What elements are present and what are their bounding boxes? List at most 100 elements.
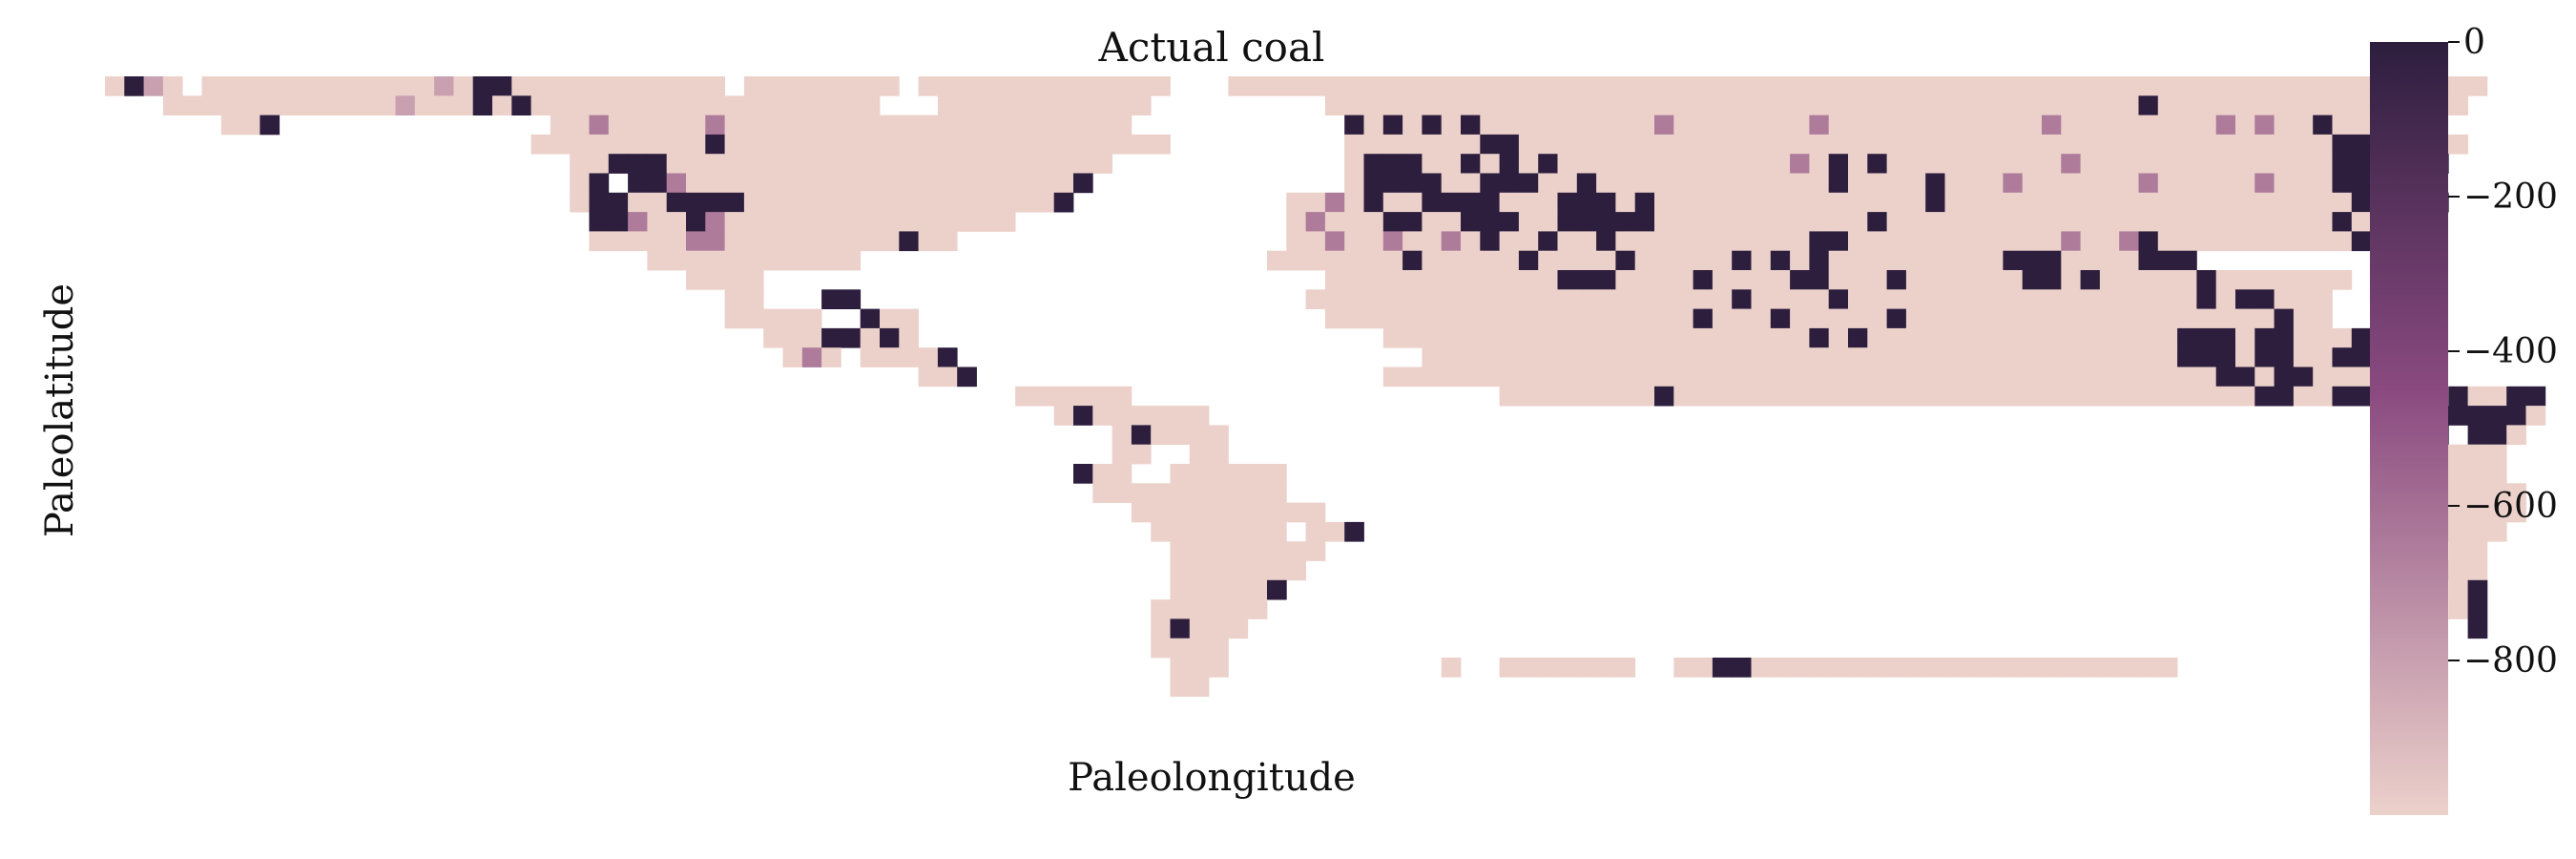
heatmap-cell xyxy=(1382,95,1403,115)
heatmap-cell xyxy=(628,154,648,174)
heatmap-cell xyxy=(1828,270,1849,290)
heatmap-cell xyxy=(1905,154,1926,174)
heatmap-cell xyxy=(647,173,668,194)
heatmap-cell xyxy=(1538,347,1558,367)
heatmap-cell xyxy=(1518,327,1539,348)
heatmap-cell xyxy=(1324,521,1345,542)
heatmap-cell xyxy=(1576,386,1597,407)
heatmap-cell xyxy=(2042,192,2062,213)
heatmap-cell xyxy=(2254,173,2275,194)
heatmap-cell xyxy=(1693,173,1714,194)
heatmap-cell xyxy=(1499,231,1520,252)
heatmap-cell xyxy=(2157,658,2178,678)
heatmap-cell xyxy=(1790,289,1810,309)
heatmap-cell xyxy=(2157,192,2178,213)
heatmap-cell xyxy=(628,115,648,136)
heatmap-cell xyxy=(937,134,958,155)
heatmap-cell xyxy=(2215,347,2236,367)
heatmap-cell xyxy=(1151,502,1171,523)
heatmap-cell xyxy=(763,327,783,348)
heatmap-cell xyxy=(2313,367,2333,388)
heatmap-cell xyxy=(1170,658,1191,678)
heatmap-cell xyxy=(2177,231,2197,252)
heatmap-cell xyxy=(1732,134,1752,155)
heatmap-cell xyxy=(705,154,725,174)
heatmap-cell xyxy=(1984,115,2004,136)
heatmap-cell xyxy=(1053,406,1074,426)
heatmap-cell xyxy=(1673,134,1693,155)
heatmap-cell xyxy=(2099,658,2120,678)
heatmap-cell xyxy=(1848,308,1868,329)
heatmap-cell xyxy=(1634,367,1655,388)
heatmap-cell xyxy=(1984,658,2004,678)
heatmap-cell xyxy=(1886,289,1907,309)
heatmap-cell xyxy=(1984,192,2004,213)
heatmap-cell xyxy=(2061,250,2081,271)
heatmap-cell xyxy=(1732,250,1752,271)
heatmap-cell xyxy=(1034,192,1055,213)
heatmap-cell xyxy=(356,95,377,115)
heatmap-cell xyxy=(841,327,862,348)
heatmap-cell xyxy=(1693,76,1714,96)
heatmap-cell xyxy=(1944,386,1965,407)
colorbar-tick-label: −800 xyxy=(2463,641,2558,681)
heatmap-cell xyxy=(1905,658,1926,678)
heatmap-cell xyxy=(1402,308,1423,329)
heatmap-cell xyxy=(2215,270,2236,290)
heatmap-cell xyxy=(1151,521,1171,542)
heatmap-cell xyxy=(666,76,687,96)
heatmap-cell xyxy=(2138,270,2159,290)
heatmap-cell xyxy=(2042,289,2062,309)
heatmap-cell xyxy=(937,231,958,252)
heatmap-cell xyxy=(666,134,687,155)
heatmap-cell xyxy=(1228,464,1249,484)
heatmap-cell xyxy=(1111,95,1132,115)
heatmap-cell xyxy=(1461,347,1481,367)
heatmap-cell xyxy=(628,212,648,232)
heatmap-cell xyxy=(1615,115,1636,136)
heatmap-cell xyxy=(1151,425,1171,446)
heatmap-cell xyxy=(1790,212,1810,232)
heatmap-cell xyxy=(1324,192,1345,213)
heatmap-cell xyxy=(1170,541,1191,561)
heatmap-cell xyxy=(1422,347,1443,367)
heatmap-cell xyxy=(1305,231,1326,252)
heatmap-cell xyxy=(2351,134,2372,155)
heatmap-cell xyxy=(1654,231,1674,252)
heatmap-cell xyxy=(1305,250,1326,271)
heatmap-cell xyxy=(1518,173,1539,194)
heatmap-cell xyxy=(1228,618,1249,639)
heatmap-cell xyxy=(2196,327,2217,348)
heatmap-cell xyxy=(1557,212,1578,232)
heatmap-cell xyxy=(2332,327,2353,348)
heatmap-cell xyxy=(414,76,435,96)
heatmap-cell xyxy=(1189,599,1210,619)
heatmap-cell xyxy=(2099,115,2120,136)
heatmap-cell xyxy=(1518,289,1539,309)
heatmap-cell xyxy=(686,76,706,96)
heatmap-cell xyxy=(1925,154,1945,174)
heatmap-cell xyxy=(1151,618,1171,639)
heatmap-cell xyxy=(1170,560,1191,581)
heatmap-cell xyxy=(589,95,610,115)
heatmap-cell xyxy=(1305,76,1326,96)
heatmap-cell xyxy=(2157,154,2178,174)
heatmap-cell xyxy=(1673,231,1693,252)
heatmap-cell xyxy=(743,115,764,136)
heatmap-cell xyxy=(782,308,803,329)
heatmap-cell xyxy=(589,76,610,96)
heatmap-cell xyxy=(2293,231,2314,252)
heatmap-cell xyxy=(1751,308,1772,329)
heatmap-cell xyxy=(1790,76,1810,96)
heatmap-cell xyxy=(1499,327,1520,348)
heatmap-cell xyxy=(2313,95,2333,115)
heatmap-cell xyxy=(1499,115,1520,136)
heatmap-cell xyxy=(1557,115,1578,136)
heatmap-cell xyxy=(976,173,997,194)
heatmap-cell xyxy=(1480,192,1500,213)
heatmap-cell xyxy=(2254,212,2275,232)
heatmap-cell xyxy=(2274,386,2295,407)
heatmap-cell xyxy=(918,192,939,213)
heatmap-cell xyxy=(1480,76,1500,96)
heatmap-cell xyxy=(899,347,919,367)
